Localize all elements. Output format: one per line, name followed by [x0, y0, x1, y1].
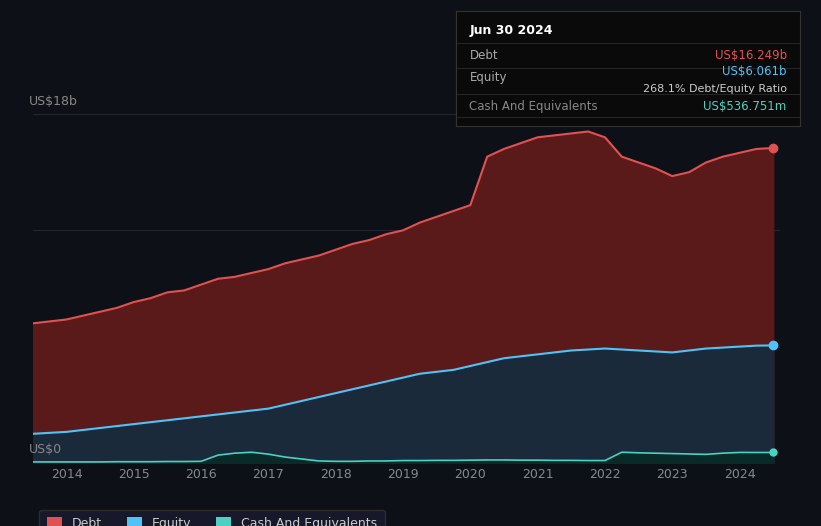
Text: Equity: Equity [470, 71, 507, 84]
Text: Jun 30 2024: Jun 30 2024 [470, 24, 553, 37]
Text: Debt: Debt [470, 49, 498, 62]
Text: US$16.249b: US$16.249b [714, 49, 787, 62]
Text: US$6.061b: US$6.061b [722, 65, 787, 78]
Text: US$0: US$0 [29, 442, 62, 456]
Text: Cash And Equivalents: Cash And Equivalents [470, 100, 598, 113]
Text: 268.1% Debt/Equity Ratio: 268.1% Debt/Equity Ratio [643, 84, 787, 94]
Text: US$536.751m: US$536.751m [704, 100, 787, 113]
Text: US$18b: US$18b [29, 95, 78, 108]
Legend: Debt, Equity, Cash And Equivalents: Debt, Equity, Cash And Equivalents [39, 510, 385, 526]
